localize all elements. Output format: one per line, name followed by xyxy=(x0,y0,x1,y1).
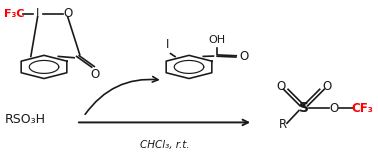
Text: O: O xyxy=(63,8,72,20)
Text: O: O xyxy=(322,80,332,93)
Text: RSO₃H: RSO₃H xyxy=(5,113,46,126)
Text: I: I xyxy=(36,8,39,20)
Text: OH: OH xyxy=(209,35,226,45)
Text: I: I xyxy=(166,38,169,51)
Text: O: O xyxy=(329,102,339,115)
Text: O: O xyxy=(240,50,249,63)
Text: F₃C: F₃C xyxy=(4,9,24,19)
Text: O: O xyxy=(90,68,99,81)
Text: O: O xyxy=(276,80,285,93)
Text: S: S xyxy=(299,101,309,115)
Text: CHCl₃, r.t.: CHCl₃, r.t. xyxy=(140,140,189,150)
Text: R: R xyxy=(279,118,287,131)
Text: CF₃: CF₃ xyxy=(351,102,373,115)
